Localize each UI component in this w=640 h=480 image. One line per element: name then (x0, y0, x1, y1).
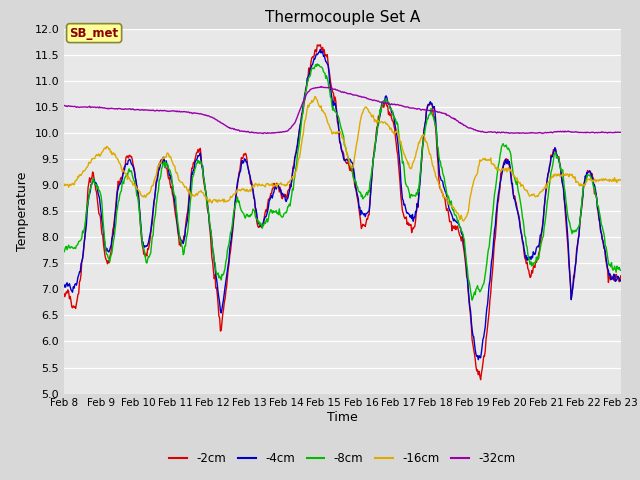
Y-axis label: Temperature: Temperature (16, 171, 29, 251)
X-axis label: Time: Time (327, 411, 358, 424)
Text: SB_met: SB_met (70, 26, 118, 40)
Legend: -2cm, -4cm, -8cm, -16cm, -32cm: -2cm, -4cm, -8cm, -16cm, -32cm (164, 447, 520, 469)
Title: Thermocouple Set A: Thermocouple Set A (265, 10, 420, 25)
